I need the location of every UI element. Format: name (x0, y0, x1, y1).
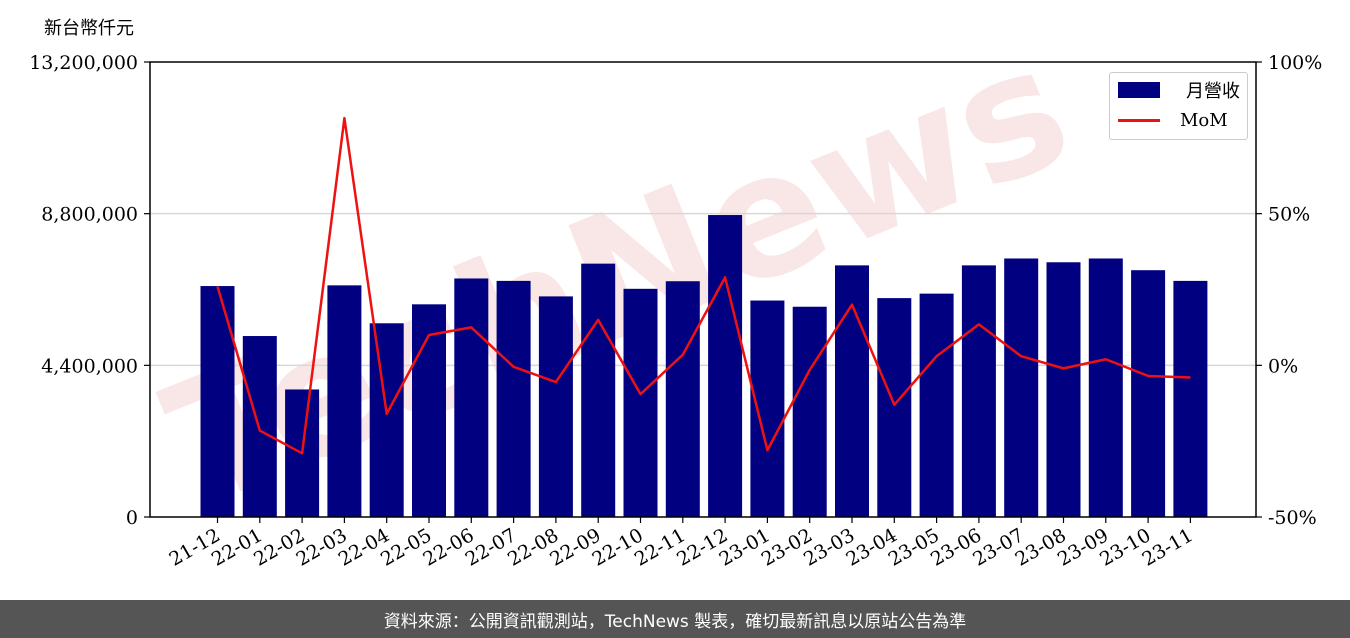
bar-23-03 (835, 265, 869, 517)
bar-22-07 (496, 280, 531, 517)
source-text: 資料來源：公開資訊觀測站，TechNews 製表，確切最新訊息以原站公告為準 (383, 611, 967, 632)
bar-23-07 (1004, 258, 1039, 517)
left-tick-label: 8,800,000 (41, 204, 138, 226)
bar-22-12 (708, 215, 743, 517)
right-tick-label: -50% (1268, 507, 1317, 529)
legend-swatch-bar (1118, 82, 1160, 98)
bar-23-06 (961, 265, 996, 517)
bar-23-11 (1173, 280, 1208, 517)
source-footer: 資料來源：公開資訊觀測站，TechNews 製表，確切最新訊息以原站公告為準 (0, 600, 1350, 638)
bar-22-06 (454, 278, 489, 517)
bar-23-09 (1088, 258, 1123, 517)
legend-label-revenue: 月營收 (1186, 81, 1240, 102)
bar-23-08 (1046, 262, 1081, 517)
right-tick-label: 50% (1268, 204, 1310, 226)
left-tick-label: 4,400,000 (41, 355, 138, 377)
bar-22-08 (538, 296, 573, 517)
legend-label-mom: MoM (1180, 109, 1228, 131)
chart-canvas: TechNews04,400,0008,800,00013,200,000-50… (29, 7, 1322, 571)
bar-22-11 (665, 281, 700, 517)
bar-22-04 (369, 323, 404, 517)
legend-swatch-line (1118, 118, 1160, 122)
bar-23-05 (919, 293, 954, 517)
bar-22-05 (412, 304, 446, 517)
bar-22-10 (623, 288, 658, 517)
legend-item-revenue: 月營收 (1118, 77, 1240, 103)
bar-22-03 (327, 285, 362, 517)
legend-item-mom: MoM (1118, 107, 1228, 133)
left-tick-label: 13,200,000 (29, 52, 138, 74)
legend: 月營收 MoM (1109, 72, 1248, 140)
bar-21-12 (200, 286, 235, 517)
bar-22-09 (581, 263, 616, 517)
plot-frame (149, 61, 1257, 518)
bar-23-10 (1131, 270, 1166, 517)
bar-23-01 (750, 300, 785, 517)
right-tick-label: 100% (1268, 52, 1322, 74)
y-axis-unit-label: 新台幣仟元 (44, 18, 134, 39)
bar-23-02 (792, 306, 827, 517)
left-tick-label: 0 (126, 507, 138, 529)
mom-line (216, 116, 1191, 455)
right-tick-label: 0% (1268, 355, 1298, 377)
bar-23-04 (877, 298, 912, 517)
